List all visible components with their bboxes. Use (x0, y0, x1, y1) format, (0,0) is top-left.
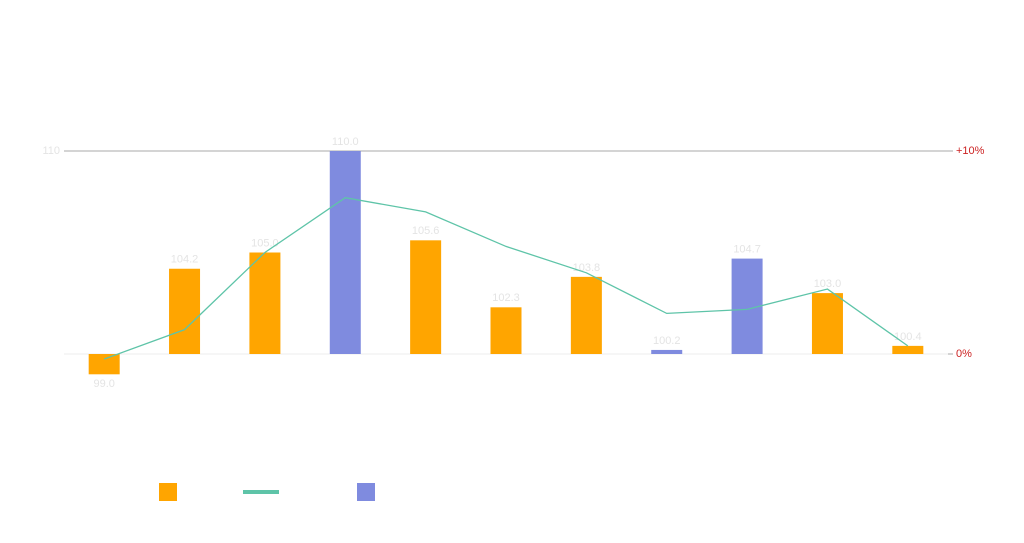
bar (410, 240, 442, 354)
bar (169, 268, 201, 354)
bar (811, 293, 843, 354)
legend-swatch (159, 483, 177, 501)
bar-value-label: 100.2 (653, 335, 681, 347)
legend-swatch (243, 490, 279, 494)
line-series (103, 197, 909, 360)
bar-value-label: 104.7 (733, 243, 761, 255)
bar-value-label: 103.8 (573, 262, 601, 274)
bar-value-label: 104.2 (171, 254, 199, 266)
bar-value-label: 110.0 (332, 136, 359, 148)
bar-value-label: 105.6 (412, 225, 440, 237)
bar-value-label: 102.3 (492, 292, 520, 304)
bar-value-label: 105.0 (251, 237, 279, 249)
bar (88, 354, 120, 375)
bar (570, 276, 602, 354)
y2-tick-label: +10% (956, 145, 985, 157)
bar (651, 349, 683, 354)
bar (329, 151, 361, 354)
bar (490, 307, 522, 354)
y-tick-label: 110 (42, 145, 60, 157)
y2-tick-label: 0% (956, 348, 972, 360)
bar (249, 252, 281, 354)
bar-value-label: 103.0 (814, 278, 842, 290)
bar-value-label: 100.4 (894, 331, 922, 343)
bar (892, 345, 924, 354)
bar-value-label: 99.0 (93, 378, 114, 390)
legend-swatch (357, 483, 375, 501)
